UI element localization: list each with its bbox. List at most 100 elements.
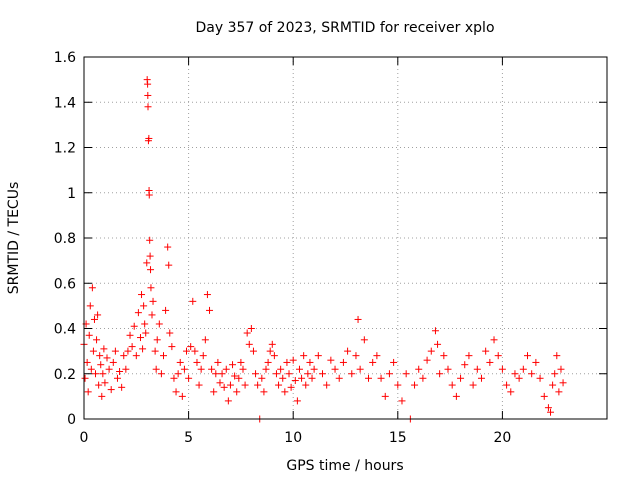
data-point (143, 259, 151, 267)
data-point (549, 381, 557, 389)
data-point (503, 381, 511, 389)
data-point (310, 365, 318, 373)
data-point (134, 309, 142, 317)
y-tick-label: 0 (67, 412, 76, 428)
data-point (323, 381, 331, 389)
data-point (147, 284, 155, 292)
data-point (83, 358, 91, 366)
data-point (84, 388, 92, 396)
data-point (306, 358, 314, 366)
data-point (85, 331, 93, 339)
x-tick-label: 20 (493, 430, 511, 446)
data-point (477, 374, 485, 382)
data-point (148, 311, 156, 319)
data-point (201, 336, 209, 344)
data-point (89, 347, 97, 355)
data-point (231, 372, 239, 380)
data-point (385, 370, 393, 378)
data-point (162, 306, 170, 314)
data-point (302, 381, 310, 389)
data-point (304, 370, 312, 378)
x-tick-label: 10 (284, 430, 302, 446)
data-point (170, 374, 178, 382)
data-point (528, 370, 536, 378)
data-point (111, 347, 119, 355)
data-point (139, 345, 147, 353)
data-point (185, 374, 193, 382)
data-point (373, 352, 381, 360)
data-point (352, 352, 360, 360)
chart-title: Day 357 of 2023, SRMTID for receiver xpl… (195, 20, 494, 36)
data-point (153, 336, 161, 344)
data-point (172, 388, 180, 396)
data-point (436, 370, 444, 378)
data-point (427, 347, 435, 355)
data-point (99, 370, 107, 378)
y-tick-label: 0.2 (54, 367, 76, 383)
data-point (149, 297, 157, 305)
data-point (258, 374, 266, 382)
data-point (249, 347, 257, 355)
data-point (469, 381, 477, 389)
data-point (191, 347, 199, 355)
data-point (356, 365, 364, 373)
data-point (281, 388, 289, 396)
data-point (86, 302, 94, 310)
data-point (155, 320, 163, 328)
data-point (92, 370, 100, 378)
data-point (254, 381, 262, 389)
data-point (100, 345, 108, 353)
data-point (279, 374, 287, 382)
data-point (293, 397, 301, 405)
data-point (233, 388, 241, 396)
data-point (515, 374, 523, 382)
data-point (141, 320, 149, 328)
data-point (159, 352, 167, 360)
data-point (243, 329, 251, 337)
y-axis-label: SRMTID / TECUs (6, 182, 22, 295)
data-point (166, 329, 174, 337)
data-point (540, 392, 548, 400)
y-tick-label: 1.4 (54, 95, 76, 111)
data-point (423, 356, 431, 364)
data-point (354, 315, 362, 323)
data-point (461, 361, 469, 369)
data-point (473, 365, 481, 373)
data-point (431, 327, 439, 335)
data-point (283, 358, 291, 366)
data-point (402, 370, 410, 378)
x-tick-label: 5 (184, 430, 193, 446)
data-point (95, 381, 103, 389)
data-point (507, 388, 515, 396)
data-point (318, 370, 326, 378)
data-point (212, 370, 220, 378)
data-point (411, 381, 419, 389)
data-point (113, 374, 121, 382)
x-tick-label: 0 (80, 430, 89, 446)
data-point (381, 392, 389, 400)
data-point (348, 370, 356, 378)
data-point (124, 347, 132, 355)
data-point (237, 358, 245, 366)
data-point (105, 365, 113, 373)
data-point (434, 340, 442, 348)
data-point (365, 374, 373, 382)
data-point (360, 336, 368, 344)
x-axis-label: GPS time / hours (286, 458, 403, 474)
data-point (178, 392, 186, 400)
data-point (398, 397, 406, 405)
data-point (465, 352, 473, 360)
data-point (145, 134, 153, 142)
data-point (519, 365, 527, 373)
data-point (344, 347, 352, 355)
data-point (109, 358, 117, 366)
data-point (226, 381, 234, 389)
data-point (241, 381, 249, 389)
y-tick-label: 1.2 (54, 141, 76, 157)
data-point (97, 361, 105, 369)
data-point (532, 358, 540, 366)
data-point (544, 404, 552, 412)
data-point (130, 322, 138, 330)
data-point (314, 352, 322, 360)
y-tick-label: 1.6 (54, 50, 76, 66)
